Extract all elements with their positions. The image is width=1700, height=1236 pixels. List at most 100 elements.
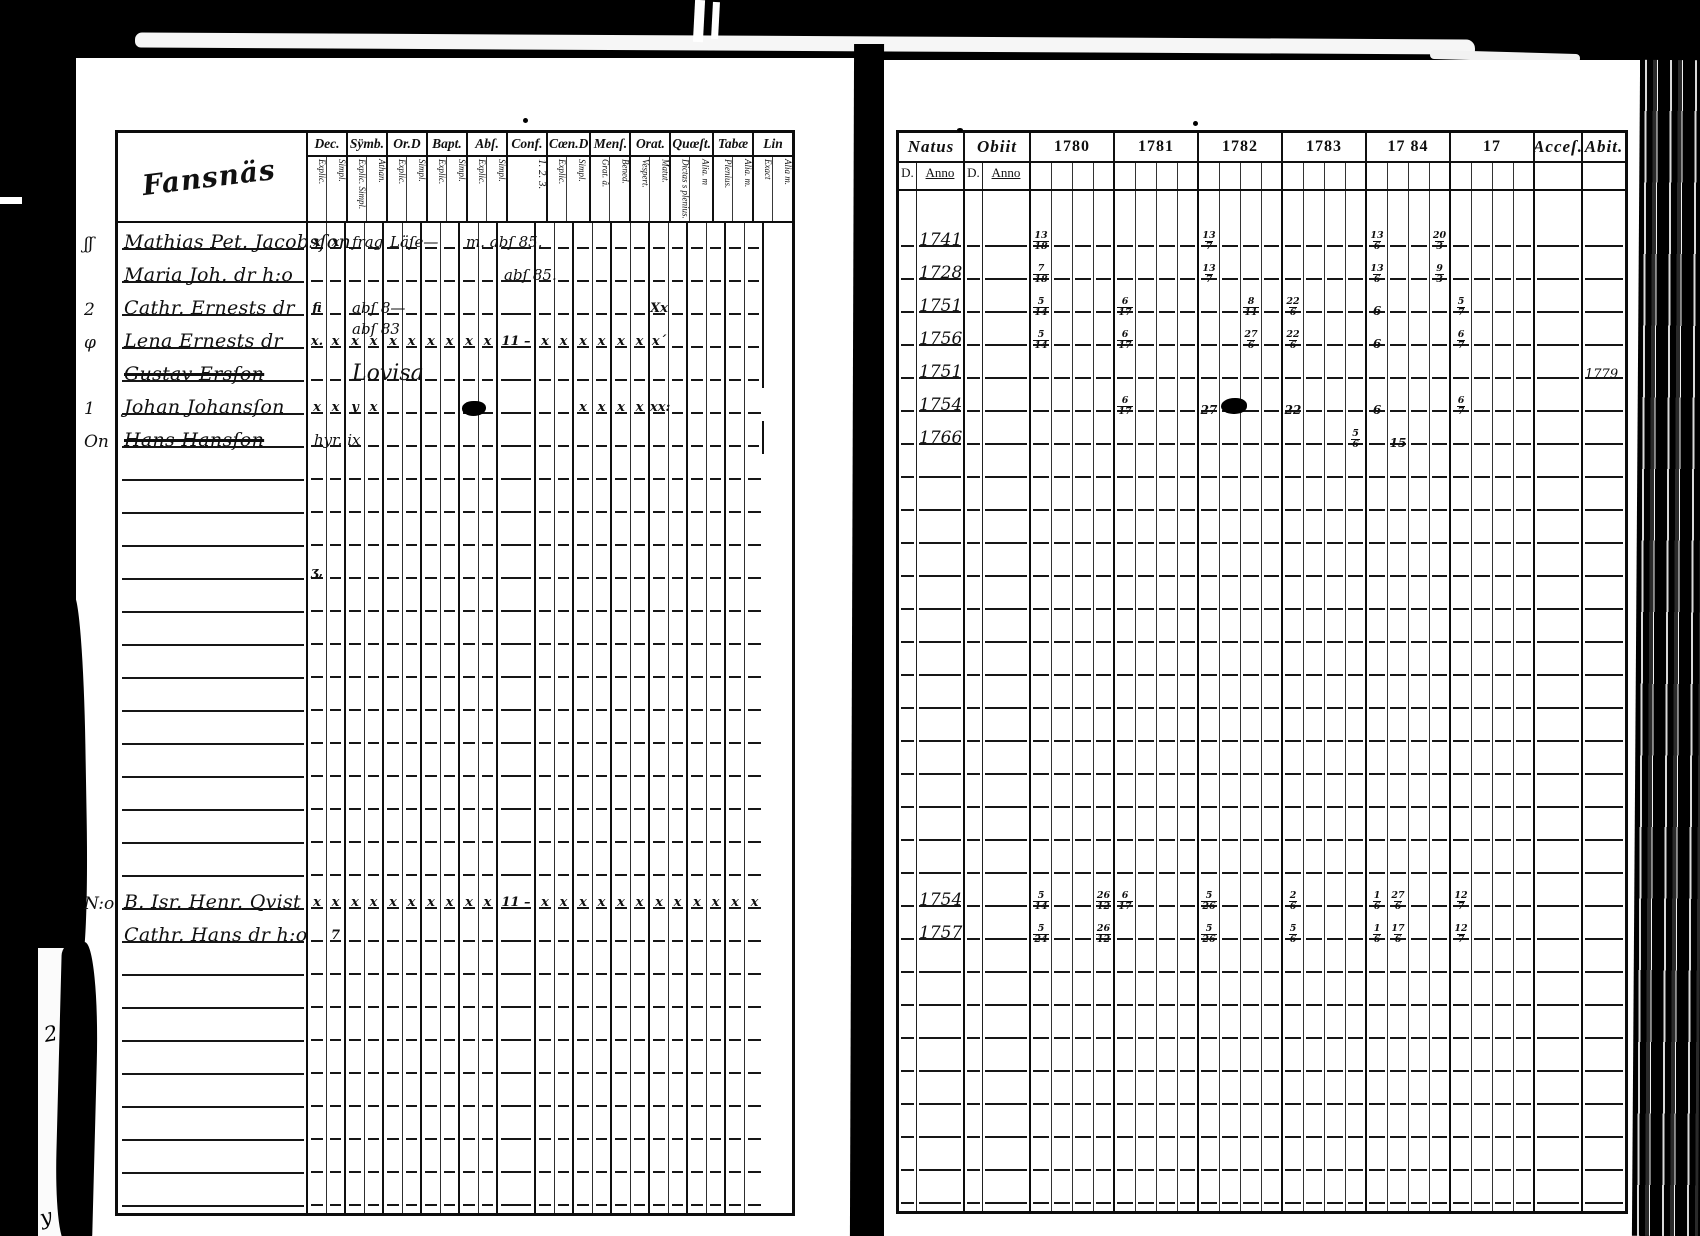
date-fraction: 5 24 [1031, 924, 1051, 944]
mark-cell: x [422, 883, 441, 916]
year-mark-cell [1304, 617, 1325, 650]
year-mark-cell [1451, 716, 1472, 749]
year-mark-cell [1262, 947, 1283, 980]
year-mark-cell [1031, 1112, 1052, 1145]
handwritten-mark: x [635, 334, 644, 349]
mark-cell [593, 949, 612, 982]
mark-cell: x [612, 388, 631, 421]
mark-cell [707, 982, 726, 1015]
mark-cell [327, 289, 346, 322]
year-mark-cell [1199, 1013, 1220, 1046]
ink-blot [462, 401, 486, 416]
year-mark-cell [1388, 221, 1409, 254]
year-mark-cell [1136, 452, 1157, 485]
mark-cell [536, 1081, 555, 1114]
natus-year: 1757 [919, 923, 963, 943]
column-sub-labels: Plenius. Alia. m. [714, 157, 752, 221]
date-fraction: 12 7 [1451, 924, 1471, 944]
mark-cell [384, 1081, 403, 1114]
mark-cell [707, 1015, 726, 1048]
obiit-day-cell [965, 1079, 983, 1112]
mark-cell [346, 487, 365, 520]
obiit-day-cell [965, 1046, 983, 1079]
obiit-year-cell [983, 650, 1031, 683]
year-mark-cell [1283, 551, 1304, 584]
mark-cell [688, 1147, 707, 1180]
left-ledger-table: Fansnäs Dec. Explic. Simpl. Sÿmb. Explic. Si… [84, 130, 796, 1216]
subheader-d: D. [899, 163, 917, 189]
mark-cell [612, 1015, 631, 1048]
year-mark-cell [1031, 485, 1052, 518]
mark-cell [403, 1081, 422, 1114]
numerator: 6 [1121, 296, 1129, 307]
year-mark-cell [1094, 386, 1115, 419]
accef-cell [1535, 848, 1583, 881]
column-sub-label: Plenius. [714, 157, 734, 221]
mark-cell [346, 949, 365, 982]
year-mark-cell [1409, 782, 1430, 815]
marginal-note: frag [352, 233, 384, 251]
mark-cell [555, 487, 574, 520]
mark-cell [384, 355, 403, 388]
year-mark-cell [1409, 617, 1430, 650]
mark-cell [308, 652, 327, 685]
obiit-year-cell [983, 881, 1031, 914]
mark-cell: Xx [650, 289, 669, 322]
mark-cell [365, 817, 384, 850]
mark-cell [555, 421, 574, 454]
year-mark-cell [1094, 320, 1115, 353]
mark-cell [346, 619, 365, 652]
gap [1220, 191, 1241, 221]
year-mark-cell [1451, 1178, 1472, 1211]
mark-cell [688, 619, 707, 652]
year-mark-cell [1199, 947, 1220, 980]
year-mark-cell [1430, 353, 1451, 386]
handwritten-mark: x [313, 235, 321, 250]
year-mark-cell [1325, 848, 1346, 881]
mark-cell [593, 1048, 612, 1081]
mark-cell [631, 949, 650, 982]
obiit-day-cell [965, 749, 983, 782]
mark-cell [536, 1114, 555, 1147]
mark-cell [631, 784, 650, 817]
year-mark-cell [1409, 947, 1430, 980]
mark-cell [726, 751, 745, 784]
header-natus: Natus [899, 133, 965, 161]
mark-cell [631, 718, 650, 751]
year-mark-cell [1325, 683, 1346, 716]
year-mark-cell [1493, 1046, 1514, 1079]
denominator: 12 [1095, 900, 1112, 912]
year-mark-cell [1052, 1079, 1073, 1112]
mark-cell [555, 652, 574, 685]
year-mark-cell [1073, 518, 1094, 551]
gap [1052, 191, 1073, 221]
year-mark-cell [1115, 452, 1136, 485]
mark-cell [631, 1048, 650, 1081]
gap [1325, 191, 1346, 221]
mark-cell [536, 586, 555, 619]
mark-cell [441, 1081, 460, 1114]
year-mark-cell [1472, 1178, 1493, 1211]
year-mark-cell [1157, 1178, 1178, 1211]
denominator: 6 [1288, 339, 1298, 351]
mark-cell [574, 685, 593, 718]
gap [1430, 191, 1451, 221]
natus-day-cell [899, 980, 917, 1013]
mark-cell [384, 421, 403, 454]
year-mark-cell [1115, 221, 1136, 254]
year-mark-cell [1493, 254, 1514, 287]
mark-cell [688, 1114, 707, 1147]
abit-cell [1583, 221, 1625, 254]
mark-cell [688, 949, 707, 982]
year-mark-cell [1094, 584, 1115, 617]
mark-cell [745, 553, 764, 586]
mark-cell [346, 421, 365, 454]
mark-cell [631, 553, 650, 586]
year-mark-cell [1052, 1112, 1073, 1145]
mark-cell [403, 487, 422, 520]
natus-day-cell [899, 551, 917, 584]
mark-cell [555, 223, 574, 256]
mark-cell [346, 586, 365, 619]
